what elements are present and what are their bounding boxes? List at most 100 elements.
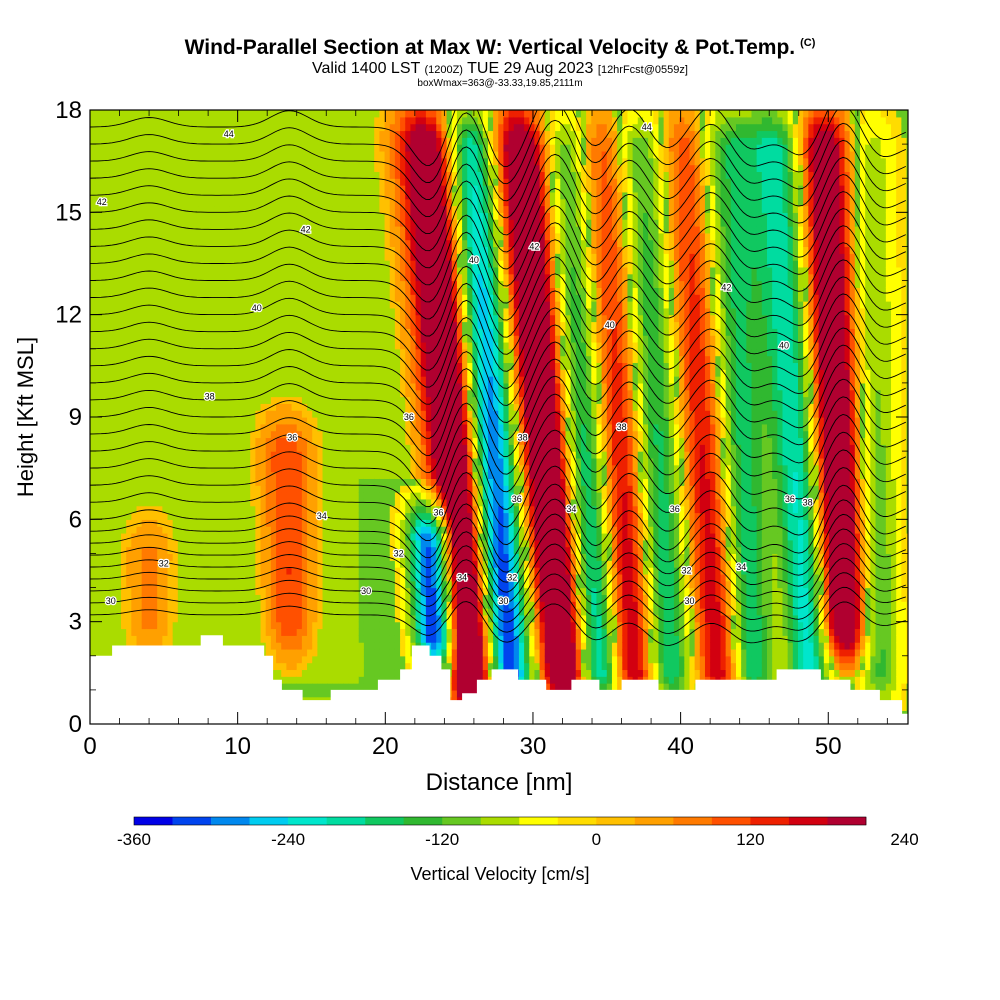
velocity-cell <box>270 307 277 316</box>
velocity-cell <box>167 423 174 432</box>
velocity-cell <box>301 294 308 302</box>
velocity-cell <box>214 485 220 493</box>
velocity-cell <box>121 396 127 404</box>
velocity-cell <box>162 485 169 493</box>
velocity-cell <box>203 205 210 213</box>
velocity-cell <box>301 546 308 555</box>
velocity-cell <box>369 389 375 398</box>
velocity-cell <box>250 301 256 309</box>
velocity-cell <box>208 164 215 172</box>
velocity-cell <box>157 314 163 323</box>
velocity-cell <box>234 301 241 309</box>
velocity-cell <box>239 253 246 261</box>
velocity-cell <box>224 519 231 527</box>
velocity-cell <box>260 403 267 411</box>
velocity-cell <box>301 335 308 343</box>
velocity-cell <box>131 301 138 309</box>
velocity-cell <box>358 266 365 275</box>
velocity-cell <box>183 144 189 152</box>
velocity-cell <box>255 573 262 582</box>
velocity-cell <box>322 185 329 193</box>
velocity-cell <box>198 116 205 125</box>
velocity-cell <box>353 608 360 616</box>
velocity-cell <box>322 123 329 132</box>
velocity-cell <box>203 492 210 500</box>
velocity-cell <box>353 553 360 561</box>
velocity-cell <box>167 587 174 595</box>
velocity-cell <box>307 382 313 391</box>
velocity-cell <box>162 348 169 357</box>
velocity-cell <box>146 417 153 425</box>
velocity-cell <box>291 485 298 493</box>
velocity-cell <box>136 341 143 350</box>
velocity-cell <box>363 567 370 575</box>
velocity-cell <box>317 369 324 377</box>
velocity-cell <box>203 567 210 575</box>
velocity-cell <box>327 198 334 207</box>
velocity-cell <box>234 157 241 166</box>
velocity-cell <box>172 212 179 220</box>
velocity-cell <box>121 512 127 520</box>
velocity-cell <box>338 587 344 595</box>
velocity-cell <box>224 580 231 589</box>
velocity-cell <box>95 532 101 541</box>
velocity-cell <box>332 273 339 282</box>
velocity-cell <box>146 280 153 288</box>
velocity-cell <box>322 137 329 145</box>
velocity-cell <box>183 164 189 172</box>
velocity-cell <box>322 219 329 227</box>
velocity-cell <box>229 437 236 445</box>
velocity-cell <box>286 232 293 241</box>
velocity-cell <box>255 253 262 261</box>
velocity-cell <box>322 171 329 179</box>
velocity-cell <box>234 191 241 200</box>
velocity-cell <box>234 335 241 343</box>
velocity-cell <box>301 457 308 466</box>
velocity-cell <box>358 601 365 609</box>
velocity-cell <box>214 219 220 227</box>
velocity-cell <box>245 253 251 261</box>
velocity-cell <box>146 587 153 595</box>
velocity-cell <box>332 389 339 398</box>
velocity-cell <box>327 260 334 268</box>
velocity-cell <box>281 225 287 234</box>
velocity-cell <box>183 362 189 370</box>
velocity-cell <box>115 341 122 350</box>
velocity-cell <box>270 635 277 643</box>
velocity-cell <box>276 512 282 520</box>
velocity-cell <box>172 492 179 500</box>
velocity-cell <box>307 376 313 384</box>
velocity-cell <box>183 389 189 398</box>
velocity-cell <box>369 335 375 343</box>
velocity-cell <box>177 355 184 364</box>
velocity-cell <box>301 369 308 377</box>
velocity-cell <box>322 539 329 548</box>
velocity-cell <box>121 239 127 248</box>
velocity-cell <box>353 512 360 520</box>
velocity-cell <box>110 389 117 398</box>
velocity-cell <box>183 355 189 364</box>
velocity-cell <box>110 178 117 186</box>
velocity-cell <box>219 164 225 172</box>
velocity-cell <box>234 321 241 329</box>
velocity-cell <box>276 573 282 582</box>
velocity-cell <box>162 587 169 595</box>
velocity-cell <box>100 567 107 575</box>
velocity-cell <box>363 553 370 561</box>
velocity-cell <box>281 580 287 589</box>
velocity-cell <box>208 573 215 582</box>
velocity-cell <box>270 266 277 275</box>
velocity-cell <box>219 403 225 411</box>
velocity-cell <box>265 403 272 411</box>
velocity-cell <box>203 594 210 602</box>
velocity-cell <box>152 301 158 309</box>
velocity-cell <box>198 205 205 213</box>
velocity-cell <box>296 382 303 391</box>
velocity-cell <box>214 410 220 418</box>
velocity-cell <box>270 130 277 138</box>
velocity-cell <box>110 485 117 493</box>
velocity-cell <box>214 553 220 561</box>
velocity-cell <box>157 403 163 411</box>
velocity-cell <box>255 451 262 459</box>
velocity-cell <box>224 137 231 145</box>
